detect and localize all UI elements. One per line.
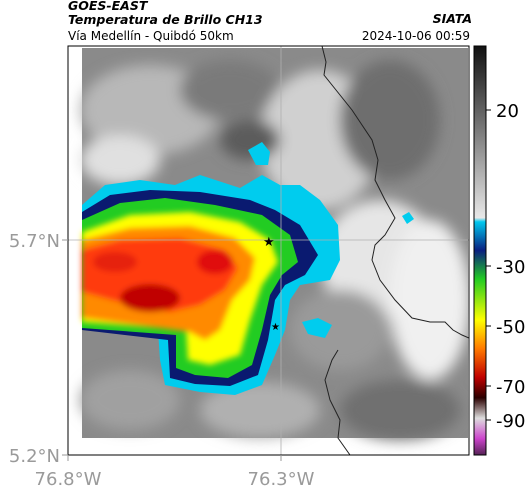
- point-marker-icon: ★: [271, 322, 280, 333]
- station-marker-icon: ★: [263, 235, 275, 250]
- satellite-title: GOES-EAST: [68, 0, 148, 13]
- colorbar: [473, 45, 487, 456]
- colorbar-tick-label: -50: [496, 317, 525, 338]
- colorbar-tick-label: -30: [496, 257, 525, 278]
- plot-frame: [67, 45, 470, 456]
- timestamp-label: 2024-10-06 00:59: [361, 29, 470, 43]
- y-tick-label: 5.7°N: [9, 231, 60, 252]
- boundary-line: [321, 46, 469, 339]
- y-tick-label: 5.2°N: [9, 446, 60, 467]
- colorbar-tick-label: 20: [496, 101, 519, 122]
- product-title: Temperatura de Brillo CH13: [68, 12, 263, 27]
- region-subtitle: Vía Medellín - Quibdó 50km: [68, 29, 234, 43]
- boundary-line-south: [324, 349, 351, 455]
- x-tick-label: 76.8°W: [35, 469, 102, 490]
- storm-cell: [82, 142, 414, 395]
- colorbar-tick-label: -70: [496, 377, 525, 398]
- org-label: SIATA: [432, 11, 472, 26]
- x-tick-label: 76.3°W: [248, 469, 315, 490]
- cloud-texture: [80, 60, 469, 440]
- colorbar-tick-label: -90: [496, 411, 525, 432]
